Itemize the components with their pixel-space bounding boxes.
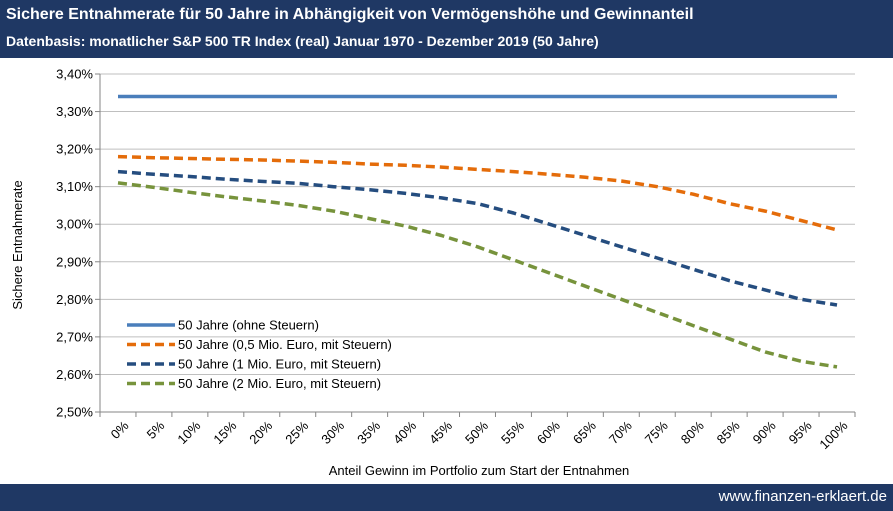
x-axis-title: Anteil Gewinn im Portfolio zum Start der… xyxy=(329,463,630,478)
y-tick-label: 2,60% xyxy=(56,367,93,382)
series-line-2 xyxy=(117,154,838,232)
y-tick-label: 3,20% xyxy=(56,142,93,157)
x-tick-label: 40% xyxy=(390,418,419,447)
chart-subtitle: Datenbasis: monatlicher S&P 500 TR Index… xyxy=(6,33,599,49)
y-tick-label: 3,30% xyxy=(56,104,93,119)
series-line-4 xyxy=(117,181,838,369)
gridlines xyxy=(100,73,855,375)
y-tick-label: 2,50% xyxy=(56,405,93,420)
axes xyxy=(95,73,856,417)
legend-label: 50 Jahre (2 Mio. Euro, mit Steuern) xyxy=(178,376,381,391)
line-chart: 2,50% 2,60% 2,70% 2,80% 2,90% 3,00% 3,10% 3,20%… xyxy=(10,67,856,478)
y-tick-label: 2,70% xyxy=(56,329,93,344)
legend-label: 50 Jahre (ohne Steuern) xyxy=(178,318,319,333)
x-tick-label: 60% xyxy=(534,418,563,447)
x-tick-label: 90% xyxy=(750,418,779,447)
x-tick-label: 100% xyxy=(816,418,850,452)
x-tick-label: 5% xyxy=(144,418,168,442)
series-lines xyxy=(117,94,838,369)
y-axis-ticks: 2,50% 2,60% 2,70% 2,80% 2,90% 3,00% 3,10% 3,20%… xyxy=(56,67,93,420)
legend-label: 50 Jahre (1 Mio. Euro, mit Steuern) xyxy=(178,357,381,372)
x-tick-label: 65% xyxy=(570,418,599,447)
y-tick-label: 3,40% xyxy=(56,67,93,82)
x-tick-label: 35% xyxy=(354,418,383,447)
x-tick-label: 15% xyxy=(210,418,239,447)
x-tick-label: 85% xyxy=(714,418,743,447)
y-axis-title: Sichere Entnahmerate xyxy=(10,180,25,309)
series-line-3 xyxy=(117,169,838,307)
x-tick-label: 45% xyxy=(426,418,455,447)
x-tick-label: 55% xyxy=(498,418,527,447)
legend-label: 50 Jahre (0,5 Mio. Euro, mit Steuern) xyxy=(178,337,392,352)
x-tick-label: 75% xyxy=(642,418,671,447)
y-tick-label: 2,80% xyxy=(56,292,93,307)
footer-bar: www.finanzen-erklaert.de xyxy=(0,484,893,511)
y-tick-label: 3,00% xyxy=(56,217,93,232)
y-tick-label: 2,90% xyxy=(56,254,93,269)
x-tick-label: 70% xyxy=(606,418,635,447)
chart-title: Sichere Entnahmerate für 50 Jahre in Abh… xyxy=(6,6,694,23)
x-tick-label: 25% xyxy=(282,418,311,447)
x-tick-label: 80% xyxy=(678,418,707,447)
x-tick-label: 20% xyxy=(246,418,275,447)
x-tick-label: 10% xyxy=(174,418,203,447)
chart-header: Sichere Entnahmerate für 50 Jahre in Abh… xyxy=(0,0,893,58)
x-tick-label: 95% xyxy=(786,418,815,447)
x-axis-ticks: 0% 5% 10% 15% 20% 25% 30% 35% 40% 45% 50% 55% 60% 65%… xyxy=(108,418,851,452)
legend: 50 Jahre (ohne Steuern) 50 Jahre (0,5 Mio… xyxy=(127,318,392,391)
x-tick-label: 50% xyxy=(462,418,491,447)
x-tick-label: 0% xyxy=(108,418,132,442)
x-tick-label: 30% xyxy=(318,418,347,447)
y-tick-label: 3,10% xyxy=(56,179,93,194)
footer-url: www.finanzen-erklaert.de xyxy=(718,488,887,505)
